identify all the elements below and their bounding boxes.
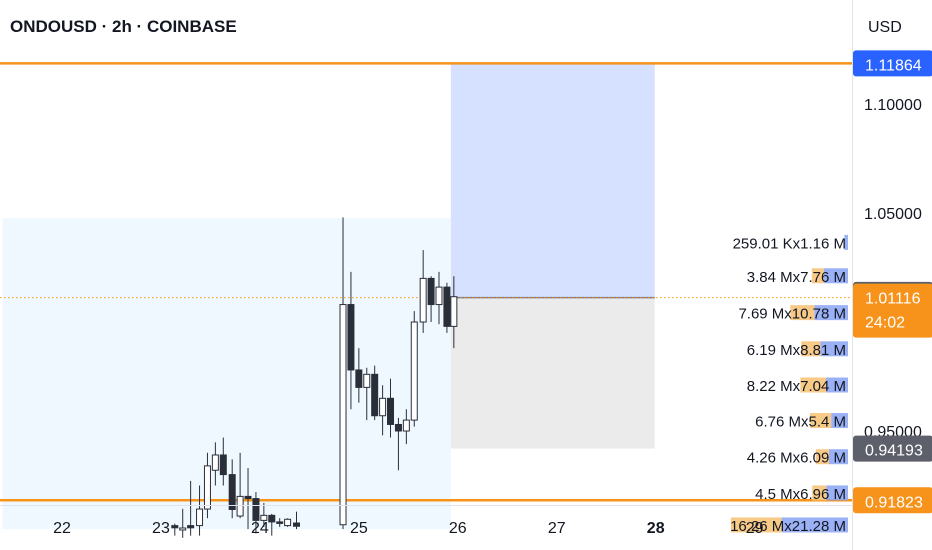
candle[interactable] [284, 518, 292, 527]
candle[interactable] [171, 525, 179, 529]
candle[interactable] [371, 373, 379, 417]
volume-label: 8.22 Mx7.04 M [747, 378, 846, 395]
volume-bar-up [831, 413, 848, 429]
candle[interactable] [252, 498, 260, 521]
candle[interactable] [355, 369, 363, 388]
x-tick-label: 23 [152, 520, 170, 537]
volume-bar-up [828, 449, 848, 465]
candle[interactable] [410, 321, 418, 421]
candle[interactable] [450, 296, 458, 327]
candle[interactable] [268, 514, 276, 523]
volume-bar-up [844, 234, 848, 250]
candle[interactable] [236, 495, 244, 517]
x-tick-label: 26 [449, 520, 467, 537]
volume-bar-up [826, 485, 848, 501]
volume-bar-down [811, 268, 824, 284]
volume-label: 7.69 Mx10.78 M [738, 306, 846, 323]
candle[interactable] [443, 286, 451, 327]
price-label-4 [853, 487, 932, 514]
candle[interactable] [276, 521, 284, 524]
stop-zone[interactable] [450, 297, 655, 449]
candle[interactable] [211, 454, 219, 471]
price-label-text: 0.91823 [865, 494, 923, 511]
x-tick-label: 27 [548, 520, 566, 537]
price-label-text: 1.11864 [865, 57, 922, 74]
candle[interactable] [363, 373, 371, 388]
candle[interactable] [203, 465, 211, 510]
y-tick-label: 1.10000 [864, 97, 922, 114]
price-label-2 [853, 283, 932, 338]
price-label-text: 1.01116 [865, 291, 921, 308]
volume-bar-down [790, 305, 815, 321]
profit-zone[interactable] [450, 63, 655, 298]
candle[interactable] [379, 397, 387, 417]
volume-label: 3.84 Mx7.76 M [747, 269, 846, 286]
x-tick-label: 24 [251, 520, 269, 537]
price-label-3 [853, 435, 932, 462]
volume-bar-down [810, 413, 832, 429]
volume-label: 16.26 Mx21.28 M [730, 518, 846, 535]
candle[interactable] [339, 304, 347, 526]
volume-bar-up [823, 268, 848, 284]
candle[interactable] [435, 286, 443, 306]
candle[interactable] [394, 423, 402, 432]
candle[interactable] [228, 474, 236, 510]
candle[interactable] [260, 514, 268, 521]
volume-bar-down [800, 377, 827, 393]
volume-bar-up [826, 377, 848, 393]
candle[interactable] [347, 304, 355, 371]
volume-label: 4.5 Mx6.96 M [755, 486, 846, 503]
currency-selector[interactable]: USD [868, 19, 902, 36]
y-tick-label: 1.05000 [864, 206, 922, 223]
volume-bar-up [820, 341, 848, 357]
volume-label: 259.01 Kx1.16 M [733, 235, 846, 252]
volume-bar-up [781, 517, 848, 533]
candle[interactable] [387, 397, 395, 425]
candle[interactable] [187, 525, 195, 529]
chart-title: ONDOUSD · 2h · COINBASE [10, 17, 237, 36]
volume-bar-down [801, 341, 821, 357]
price-label-0 [853, 50, 932, 77]
x-tick-label: 28 [647, 520, 665, 537]
volume-label: 6.76 Mx5.4 M [755, 414, 846, 431]
volume-bar-down [815, 449, 829, 465]
candle[interactable] [419, 277, 427, 323]
x-tick-label: 29 [746, 520, 764, 537]
volume-bar-up [814, 305, 848, 321]
range-zone [2, 218, 451, 530]
candle[interactable] [244, 495, 252, 500]
price-label-countdown: 24:02 [865, 315, 905, 332]
candle[interactable] [196, 508, 204, 527]
candle[interactable] [219, 454, 227, 476]
x-tick-label: 22 [53, 520, 71, 537]
volume-label: 4.26 Mx6.09 M [747, 450, 846, 467]
price-label-text: 0.94193 [865, 443, 923, 460]
candle[interactable] [179, 527, 187, 531]
candle[interactable] [293, 522, 301, 527]
volume-label: 6.19 Mx8.81 M [747, 342, 846, 359]
x-tick-label: 25 [350, 520, 368, 537]
candle[interactable] [402, 419, 410, 432]
volume-bar-down [730, 517, 782, 533]
volume-bar-down [812, 485, 827, 501]
candle[interactable] [427, 277, 435, 306]
